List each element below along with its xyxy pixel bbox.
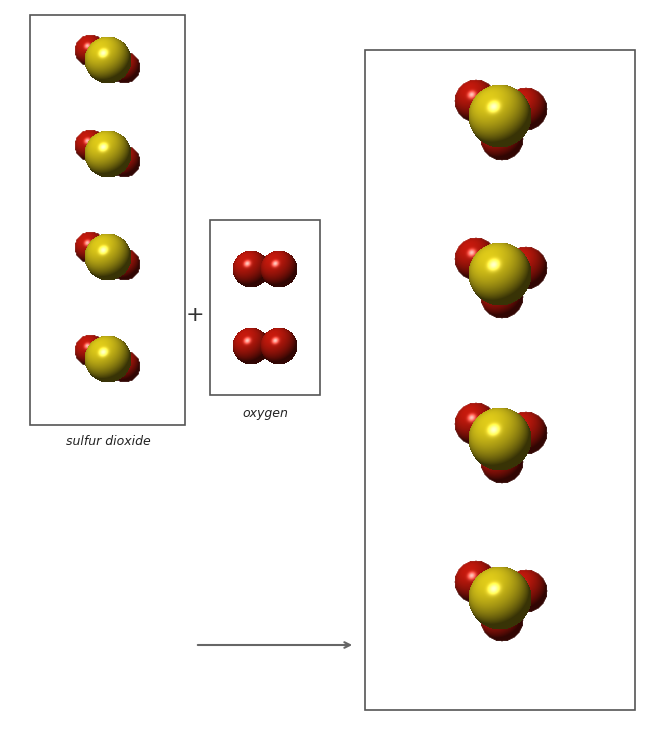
Text: +: + [186, 305, 204, 325]
FancyBboxPatch shape [365, 50, 635, 710]
FancyBboxPatch shape [210, 220, 320, 395]
Text: sulfur dioxide: sulfur dioxide [66, 435, 150, 448]
FancyBboxPatch shape [30, 15, 185, 425]
Text: oxygen: oxygen [242, 407, 288, 420]
